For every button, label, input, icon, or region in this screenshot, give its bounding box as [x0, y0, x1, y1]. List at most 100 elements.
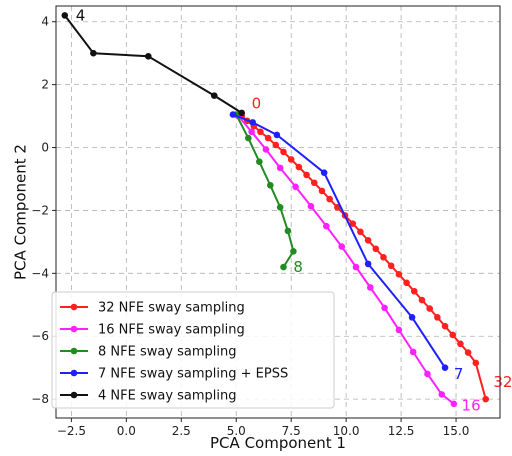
data-point — [267, 181, 274, 189]
data-point — [264, 134, 272, 142]
data-point — [441, 364, 449, 371]
data-point — [457, 340, 464, 348]
data-point — [380, 253, 387, 261]
legend-item: 7 NFE sway sampling + EPSS — [60, 367, 288, 382]
x-tick-label: 2.5 — [172, 424, 191, 438]
data-point — [248, 128, 255, 136]
data-point — [303, 171, 310, 179]
data-point — [292, 183, 299, 191]
legend: 32 NFE sway sampling 16 NFE sway sampling… — [51, 291, 335, 409]
x-tick-label: 0.0 — [117, 424, 136, 438]
endpoint-annotation: 8 — [293, 258, 303, 276]
data-point — [318, 187, 326, 195]
legend-label: 16 NFE sway sampling — [98, 323, 245, 338]
data-point — [367, 284, 374, 291]
x-tick-label: 5.0 — [227, 424, 246, 438]
data-point — [320, 169, 328, 176]
endpoint-annotation: 4 — [76, 6, 86, 24]
endpoint-annotations: 0 4 8 7 16 32 — [76, 6, 512, 414]
data-point — [418, 296, 426, 304]
data-point — [403, 279, 410, 287]
legend-box — [51, 291, 335, 409]
data-point — [426, 305, 433, 312]
data-point — [284, 227, 292, 235]
legend-item: 8 NFE sway sampling — [60, 345, 237, 360]
data-point — [249, 119, 257, 126]
data-point — [472, 359, 480, 367]
data-point — [409, 348, 417, 356]
legend-label: 32 NFE sway sampling — [98, 301, 245, 316]
data-point — [61, 12, 69, 19]
data-point — [387, 262, 395, 270]
series — [235, 112, 458, 408]
endpoint-annotation: 0 — [252, 94, 262, 112]
series — [61, 12, 246, 117]
data-point — [434, 314, 441, 321]
legend-swatch-marker — [70, 347, 78, 355]
data-point — [450, 400, 458, 408]
y-tick-label: −4 — [31, 266, 49, 280]
data-point — [352, 263, 360, 271]
data-point — [310, 179, 318, 187]
data-point — [262, 146, 270, 153]
data-point — [276, 164, 284, 172]
x-tick-label: −2.5 — [57, 424, 86, 438]
data-point — [395, 270, 403, 278]
legend-swatch-marker — [70, 391, 78, 399]
data-point — [410, 287, 418, 295]
data-point — [482, 395, 490, 403]
data-point — [424, 370, 431, 378]
data-point — [307, 203, 315, 210]
x-tick-label: 7.5 — [282, 424, 301, 438]
data-point — [229, 111, 237, 118]
legend-item: 16 NFE sway sampling — [60, 323, 245, 338]
series — [229, 111, 449, 371]
data-point — [464, 349, 472, 356]
axis-ticks: −2.5 0.0 2.5 5.0 7.5 10.0 12.5 15.0 −8 −6 −4 −2 0 2 4 — [31, 15, 469, 438]
legend-item: 32 NFE sway sampling — [60, 301, 245, 316]
data-point — [364, 237, 372, 244]
legend-swatch-marker — [70, 303, 78, 311]
y-tick-label: −8 — [31, 392, 49, 406]
data-point — [257, 128, 264, 136]
data-point — [326, 195, 333, 203]
data-point — [238, 109, 246, 117]
data-point — [438, 391, 446, 398]
data-point — [272, 141, 280, 149]
data-point — [290, 248, 297, 255]
series — [232, 111, 297, 271]
data-point — [349, 220, 357, 227]
y-tick-label: 2 — [41, 78, 49, 92]
legend-swatch-marker — [70, 369, 78, 377]
data-point — [338, 243, 346, 250]
legend-item: 4 NFE sway sampling — [60, 389, 237, 404]
data-point — [364, 260, 372, 268]
data-point — [276, 203, 284, 211]
x-tick-label: 10.0 — [333, 424, 360, 438]
data-point — [295, 163, 303, 171]
y-tick-label: 4 — [41, 15, 49, 29]
x-tick-label: 12.5 — [388, 424, 415, 438]
data-point — [256, 158, 263, 165]
data-point — [381, 304, 388, 312]
y-tick-label: −2 — [31, 203, 49, 217]
data-point — [287, 156, 295, 163]
data-point — [280, 148, 287, 156]
y-tick-label: 0 — [41, 141, 49, 155]
data-point — [395, 326, 403, 334]
data-point — [357, 228, 364, 236]
legend-swatch-marker — [70, 325, 78, 333]
data-point — [245, 134, 252, 142]
series-layer — [61, 12, 490, 408]
y-tick-label: −6 — [31, 329, 49, 343]
legend-label: 8 NFE sway sampling — [98, 345, 237, 360]
data-point — [90, 49, 97, 57]
data-point — [323, 222, 330, 230]
legend-label: 7 NFE sway sampling + EPSS — [98, 367, 288, 382]
data-point — [210, 92, 218, 99]
endpoint-annotation: 7 — [454, 365, 464, 383]
series-line — [235, 114, 295, 268]
plot-frame — [55, 5, 501, 419]
endpoint-annotation: 32 — [493, 373, 512, 391]
